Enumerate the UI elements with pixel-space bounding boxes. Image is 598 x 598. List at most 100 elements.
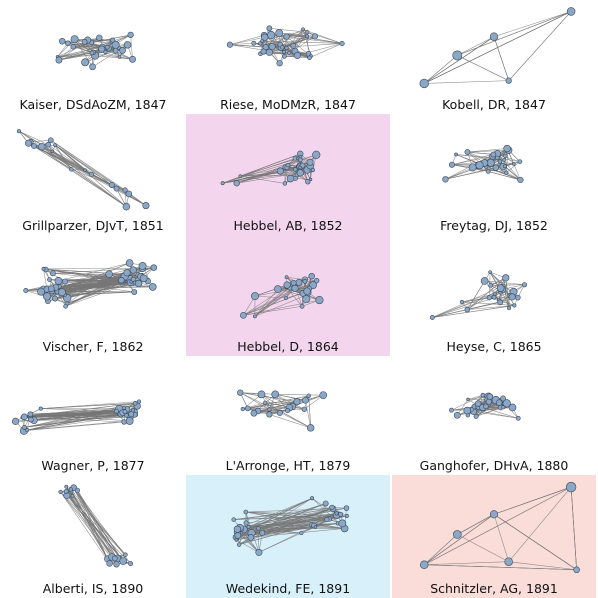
- graph-edge: [279, 45, 294, 64]
- network-graph: [23, 259, 158, 309]
- graph-edge: [297, 43, 343, 56]
- graph-node: [282, 181, 288, 186]
- graph-node: [81, 38, 88, 45]
- graph-edge: [57, 46, 103, 58]
- graph-node: [508, 403, 517, 412]
- graph-edge: [243, 503, 326, 530]
- panel-label: Kaiser, DSdAoZM, 1847: [19, 97, 167, 112]
- graph-node: [514, 294, 521, 301]
- network-panel: Heyse, C, 1865: [392, 235, 596, 356]
- graph-edge: [254, 287, 290, 317]
- graph-node: [127, 31, 134, 39]
- graph-node: [112, 47, 119, 54]
- panel-label: Schnitzler, AG, 1891: [430, 581, 558, 596]
- graph-edge: [314, 525, 345, 529]
- graph-edge: [506, 161, 521, 173]
- graph-edge: [457, 36, 495, 56]
- graph-node: [474, 400, 482, 407]
- graph-node: [276, 60, 283, 67]
- graph-edge: [258, 532, 302, 553]
- network-panel: Freytag, DJ, 1852: [392, 114, 596, 235]
- graph-node: [58, 489, 63, 495]
- graph-node: [11, 417, 20, 425]
- graph-node: [298, 165, 302, 170]
- graph-edge: [424, 514, 495, 565]
- graph-node: [260, 48, 267, 55]
- graph-node: [511, 162, 516, 166]
- graph-node: [459, 299, 465, 305]
- graph-node: [504, 170, 509, 175]
- graph-node: [286, 174, 295, 183]
- graph-edge: [41, 146, 127, 207]
- graph-node: [267, 407, 272, 412]
- graph-edge: [424, 80, 509, 84]
- graph-node: [489, 510, 499, 519]
- graph-node: [41, 266, 46, 271]
- graph-node: [495, 155, 500, 161]
- graph-edge: [30, 407, 125, 420]
- graph-node: [442, 176, 449, 183]
- graph-edge: [66, 486, 113, 558]
- graph-node: [419, 560, 429, 569]
- panel-label: Wagner, P, 1877: [41, 458, 145, 473]
- graph-edge: [74, 39, 93, 67]
- graph-node: [256, 526, 261, 531]
- graph-edge: [50, 139, 117, 189]
- graph-edge: [493, 297, 515, 306]
- graph-node: [502, 158, 507, 162]
- graph-node: [104, 44, 110, 50]
- graph-edge: [74, 38, 113, 41]
- graph-node: [236, 542, 242, 547]
- network-graph: [11, 399, 142, 435]
- graph-node: [62, 278, 68, 285]
- graph-edge: [77, 490, 116, 559]
- graph-node: [63, 303, 68, 309]
- graph-edge: [18, 130, 49, 145]
- graph-edge: [467, 151, 506, 167]
- graph-edge: [65, 491, 108, 560]
- graph-node: [282, 50, 286, 54]
- graph-node: [89, 50, 95, 56]
- graph-node: [486, 169, 491, 174]
- graph-node: [284, 275, 289, 280]
- graph-edge: [40, 403, 136, 409]
- graph-node: [293, 167, 298, 172]
- graph-edge: [302, 29, 343, 44]
- graph-edge: [243, 306, 303, 316]
- graph-node: [506, 305, 512, 311]
- graph-edge: [30, 409, 128, 415]
- graph-edge: [493, 514, 577, 571]
- graph-node: [322, 500, 329, 507]
- graph-edge: [508, 11, 572, 81]
- graph-edge: [424, 564, 577, 571]
- graph-node: [310, 496, 315, 501]
- graph-node: [53, 143, 58, 148]
- graph-node: [452, 50, 463, 61]
- graph-node: [267, 30, 276, 40]
- graph-edge: [467, 148, 508, 153]
- graph-node: [306, 158, 314, 166]
- graph-node: [257, 390, 266, 399]
- graph-edge: [269, 414, 311, 429]
- graph-node: [502, 164, 507, 169]
- graph-edge: [461, 297, 490, 303]
- graph-node: [238, 174, 242, 178]
- graph-edge: [282, 36, 308, 48]
- graph-node: [110, 37, 116, 43]
- graph-edge: [41, 146, 117, 189]
- graph-node: [129, 55, 136, 63]
- graph-node: [49, 270, 56, 277]
- graph-edge: [242, 406, 293, 410]
- graph-node: [452, 530, 462, 539]
- graph-edge: [457, 11, 572, 56]
- graph-edge: [457, 534, 509, 562]
- graph-node: [480, 277, 489, 285]
- graph-edge: [239, 507, 333, 545]
- graph-edge: [457, 514, 495, 535]
- graph-node: [150, 264, 158, 271]
- graph-edge: [24, 413, 132, 428]
- graph-node: [486, 393, 494, 400]
- graph-edge: [45, 269, 132, 282]
- graph-edge: [498, 154, 520, 162]
- graph-edge: [70, 489, 110, 564]
